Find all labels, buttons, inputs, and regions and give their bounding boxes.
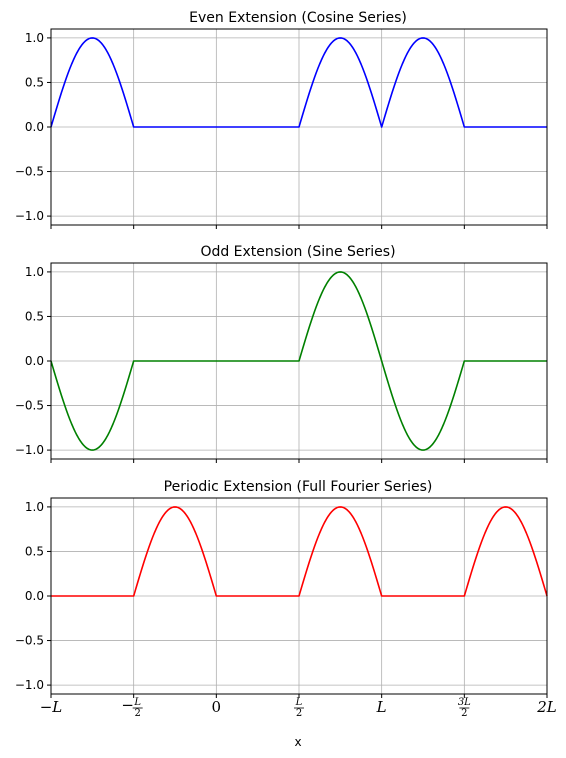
y-axis: −1.0 −0.5 0.0 0.5 1.0 bbox=[15, 31, 51, 223]
y-tick-label: 1.0 bbox=[25, 500, 44, 514]
svg-text:2: 2 bbox=[296, 708, 302, 719]
svg-text:2: 2 bbox=[461, 708, 467, 719]
y-tick-label: 1.0 bbox=[25, 265, 44, 279]
panel-odd-extension: Odd Extension (Sine Series) −1.0 −0.5 0.0 0… bbox=[15, 244, 548, 463]
x-axis: −L − L2 0 L2 L 3L2 2L bbox=[40, 694, 557, 719]
svg-text:−: − bbox=[121, 696, 134, 714]
x-tick-label: −L bbox=[40, 698, 63, 716]
y-tick-label: 0.5 bbox=[25, 544, 44, 558]
svg-text:−L: −L bbox=[40, 698, 63, 716]
y-tick-label: −1.0 bbox=[15, 443, 44, 457]
y-tick-label: 0.0 bbox=[25, 354, 44, 368]
x-tick-label: L2 bbox=[294, 697, 304, 719]
y-tick-label: −0.5 bbox=[15, 399, 44, 413]
chart-title: Odd Extension (Sine Series) bbox=[200, 244, 395, 260]
axes-frame bbox=[50, 28, 548, 226]
x-tick-label: 2L bbox=[536, 698, 557, 716]
y-tick-label: −0.5 bbox=[15, 634, 44, 648]
svg-text:L: L bbox=[133, 697, 141, 708]
svg-text:L: L bbox=[376, 698, 387, 716]
axes-frame bbox=[50, 262, 548, 460]
x-axis bbox=[50, 225, 548, 229]
x-axis-label: x bbox=[294, 735, 301, 749]
panel-periodic-extension: Periodic Extension (Full Fourier Series)… bbox=[15, 479, 557, 749]
x-tick-label: 3L2 bbox=[458, 697, 471, 719]
y-tick-label: −0.5 bbox=[15, 165, 44, 179]
series-line bbox=[50, 271, 547, 451]
y-axis: −1.0 −0.5 0.0 0.5 1.0 bbox=[15, 500, 51, 692]
y-tick-label: −1.0 bbox=[15, 209, 44, 223]
y-tick-label: 1.0 bbox=[25, 31, 44, 45]
axes-frame bbox=[50, 497, 548, 695]
y-tick-label: 0.5 bbox=[25, 75, 44, 89]
x-tick-label: − L2 bbox=[121, 696, 143, 719]
series-line bbox=[51, 506, 548, 597]
x-axis bbox=[50, 459, 548, 463]
y-tick-label: 0.0 bbox=[25, 589, 44, 603]
svg-text:0: 0 bbox=[212, 698, 222, 716]
chart-title: Even Extension (Cosine Series) bbox=[189, 10, 407, 26]
y-tick-label: 0.5 bbox=[25, 309, 44, 323]
y-tick-label: −1.0 bbox=[15, 678, 44, 692]
svg-text:3L: 3L bbox=[458, 697, 471, 708]
y-axis: −1.0 −0.5 0.0 0.5 1.0 bbox=[15, 265, 51, 457]
x-tick-label: L bbox=[376, 698, 387, 716]
chart-title: Periodic Extension (Full Fourier Series) bbox=[164, 479, 433, 495]
svg-text:L: L bbox=[295, 697, 303, 708]
x-tick-label: 0 bbox=[212, 698, 222, 716]
svg-text:2: 2 bbox=[134, 708, 140, 719]
panel-even-extension: Even Extension (Cosine Series) −1.0 −0.5 0… bbox=[15, 10, 548, 229]
series-line bbox=[50, 37, 547, 128]
y-tick-label: 0.0 bbox=[25, 120, 44, 134]
svg-text:2L: 2L bbox=[536, 698, 557, 716]
